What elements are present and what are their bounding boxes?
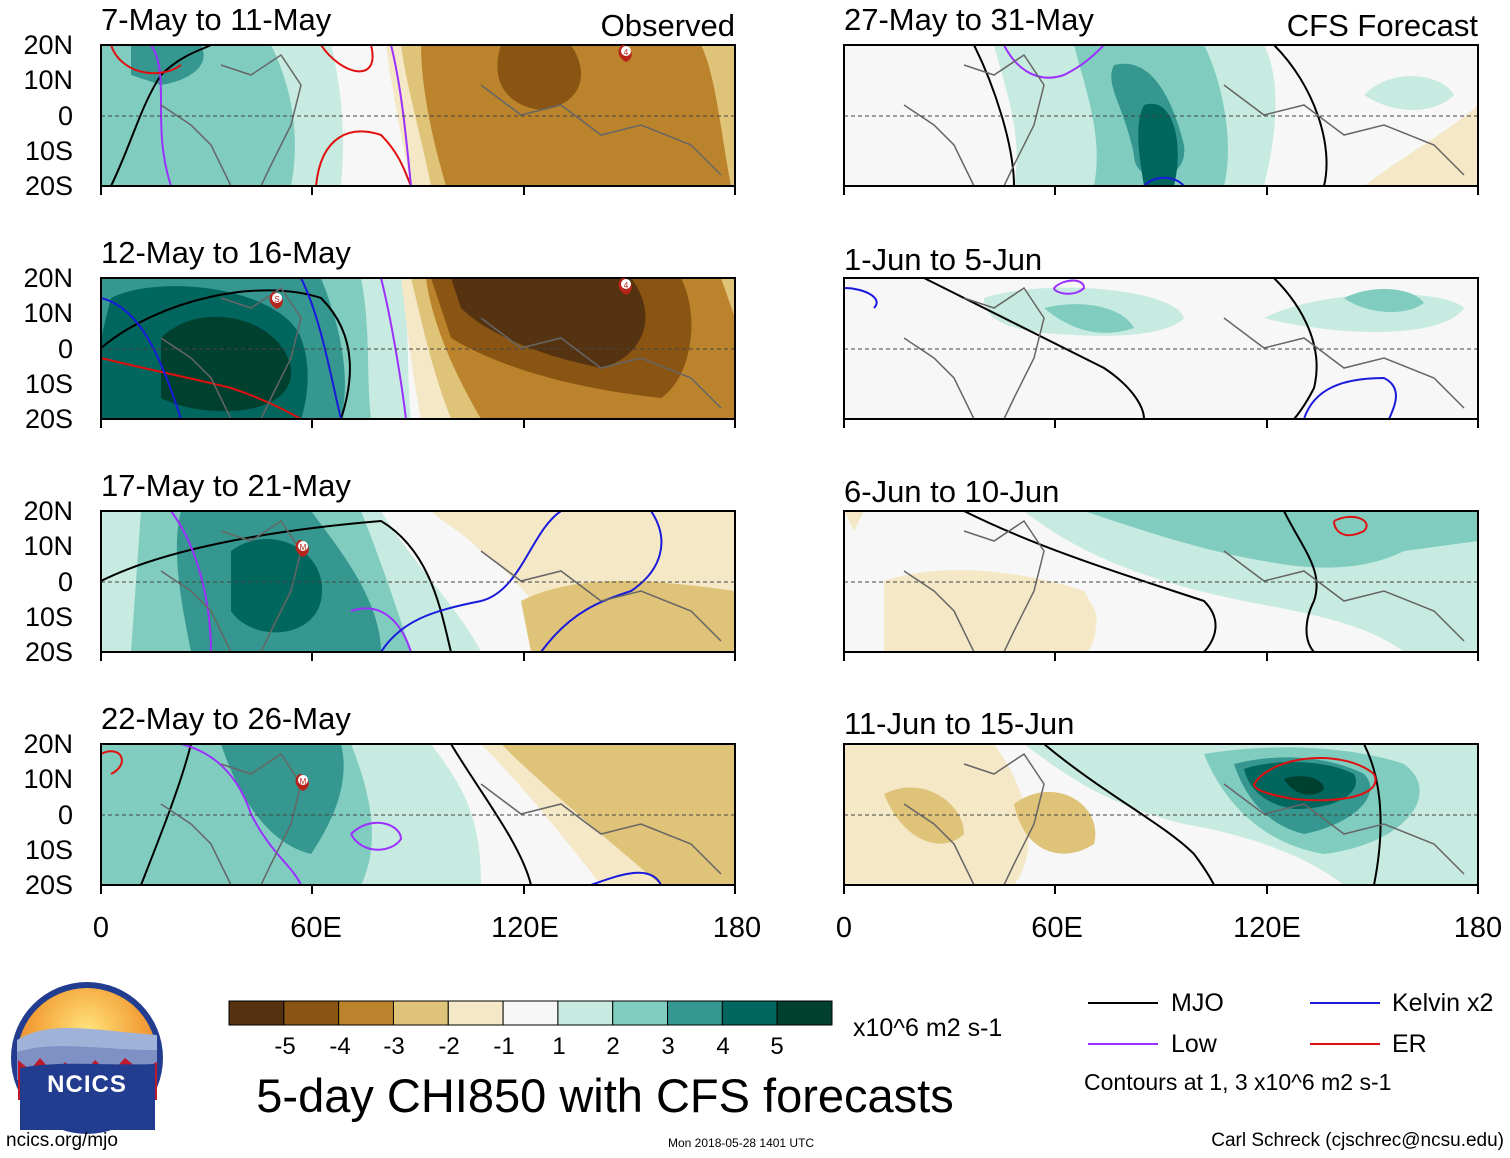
lat-tick-3-eq: 0 (58, 567, 73, 597)
lat-tick-2-20s: 20S (25, 404, 73, 434)
lat-tick-2-10n: 10N (23, 298, 73, 328)
colorbar-swatch-3 (338, 1000, 394, 1026)
lat-tick-4-10s: 10S (25, 835, 73, 865)
storm-marker-3: S (269, 292, 283, 309)
colorbar-tick-5: -1 (493, 1033, 514, 1060)
lat-tick-3-10s: 10S (25, 602, 73, 632)
colorbar-swatch-6 (502, 1000, 559, 1026)
lat-tick-1-20s: 20S (25, 171, 73, 201)
lon-tick-right-60e: 60E (1031, 912, 1083, 944)
lat-axis: 20N 10N 0 10S 20S 20N 10N 0 10S 20S 20N … (23, 30, 73, 900)
lon-tick-left-60e: 60E (290, 912, 342, 944)
column-label-observed: Observed (601, 8, 735, 43)
map-panel-forecast-4 (843, 743, 1479, 886)
colorbar-swatch-7 (557, 1000, 614, 1026)
storm-label-3: S (274, 295, 279, 304)
lon-axis: 0 60E 120E 180 0 60E 120E 180 (93, 912, 1502, 944)
colorbar-tick-10: 5 (770, 1033, 783, 1060)
footer-url[interactable]: ncics.org/mjo (6, 1130, 118, 1151)
colorbar-swatch-5 (447, 1000, 504, 1026)
colorbar-swatch-2 (283, 1000, 340, 1026)
colorbar-tick-4: -2 (438, 1033, 459, 1060)
map-panel-forecast-2 (843, 277, 1479, 420)
map-panel-observed-1 (100, 44, 736, 187)
legend-label-kelvin: Kelvin x2 (1392, 989, 1493, 1017)
lat-tick-4-10n: 10N (23, 764, 73, 794)
lat-tick-3-20s: 20S (25, 637, 73, 667)
lat-tick-3-20n: 20N (23, 496, 73, 526)
legend-label-er: ER (1392, 1030, 1427, 1058)
colorbar-tick-8: 3 (661, 1033, 674, 1060)
map-panel-forecast-3 (843, 510, 1479, 653)
colorbar-tick-9: 4 (716, 1033, 729, 1060)
figure-title: 5-day CHI850 with CFS forecasts (256, 1069, 953, 1122)
logo-text: NCICS (47, 1071, 127, 1098)
legend: MJO Kelvin x2 Low ER Contours at 1, 3 x1… (1084, 989, 1493, 1095)
colorbar-swatch-11 (776, 1000, 833, 1026)
storm-label-1: 4 (624, 48, 629, 57)
colorbar-swatch-1 (228, 1000, 285, 1026)
period-title-observed-2: 12-May to 16-May (101, 235, 351, 270)
footer-timestamp: Mon 2018-05-28 1401 UTC (668, 1136, 815, 1150)
period-title-forecast-4: 11-Jun to 15-Jun (844, 706, 1074, 741)
lon-tick-right-180: 180 (1454, 912, 1502, 944)
storm-marker-4: M (295, 540, 309, 557)
map-panel-observed-2 (100, 277, 736, 420)
column-label-forecast: CFS Forecast (1287, 8, 1479, 43)
ncics-logo: NCICS (11, 982, 163, 1134)
lat-tick-2-eq: 0 (58, 334, 73, 364)
lon-tick-left-0: 0 (93, 912, 109, 944)
lat-tick-1-eq: 0 (58, 101, 73, 131)
colorbar-swatch-10 (721, 1000, 778, 1026)
lat-tick-1-10n: 10N (23, 65, 73, 95)
map-panel-observed-3 (100, 510, 736, 653)
footer-author: Carl Schreck (cjschrec@ncsu.edu) (1211, 1130, 1504, 1151)
lat-tick-1-10s: 10S (25, 136, 73, 166)
period-title-forecast-3: 6-Jun to 10-Jun (844, 474, 1059, 509)
storm-marker-1: 4 (618, 45, 632, 62)
lon-tick-right-0: 0 (836, 912, 852, 944)
lon-tick-right-120e: 120E (1233, 912, 1301, 944)
colorbar-tick-2: -4 (329, 1033, 350, 1060)
storm-label-2: 4 (624, 281, 629, 290)
colorbar-swatch-4 (392, 1000, 449, 1026)
lat-tick-3-10n: 10N (23, 531, 73, 561)
colorbar (228, 1000, 833, 1026)
map-panel-forecast-1 (843, 44, 1479, 187)
lon-tick-left-180: 180 (713, 912, 761, 944)
period-title-observed-4: 22-May to 26-May (101, 701, 351, 736)
storm-label-5: M (300, 777, 307, 786)
colorbar-tick-7: 2 (606, 1033, 619, 1060)
colorbar-tick-3: -3 (383, 1033, 404, 1060)
lon-tick-left-120e: 120E (491, 912, 559, 944)
legend-note: Contours at 1, 3 x10^6 m2 s-1 (1084, 1069, 1391, 1095)
colorbar-tick-1: -5 (274, 1033, 295, 1060)
lat-tick-2-20n: 20N (23, 263, 73, 293)
lat-tick-4-eq: 0 (58, 800, 73, 830)
colorbar-units: x10^6 m2 s-1 (853, 1014, 1002, 1042)
period-title-forecast-2: 1-Jun to 5-Jun (844, 242, 1042, 277)
colorbar-tick-6: 1 (552, 1033, 565, 1060)
axis-tick-marks (100, 186, 1479, 894)
period-title-forecast-1: 27-May to 31-May (844, 2, 1094, 37)
legend-label-low: Low (1171, 1030, 1218, 1058)
storm-label-4: M (300, 543, 307, 552)
lat-tick-2-10s: 10S (25, 369, 73, 399)
lat-tick-1-20n: 20N (23, 30, 73, 60)
storm-marker-5: M (295, 774, 309, 791)
lat-tick-4-20n: 20N (23, 729, 73, 759)
colorbar-ticks: -5 -4 -3 -2 -1 1 2 3 4 5 (274, 1033, 783, 1060)
colorbar-swatch-8 (612, 1000, 669, 1026)
period-title-observed-1: 7-May to 11-May (101, 2, 332, 37)
map-panel-observed-4 (100, 743, 736, 886)
legend-label-mjo: MJO (1171, 989, 1224, 1017)
colorbar-swatch-9 (667, 1000, 723, 1026)
storm-marker-2: 4 (618, 278, 632, 295)
period-title-observed-3: 17-May to 21-May (101, 468, 351, 503)
lat-tick-4-20s: 20S (25, 870, 73, 900)
